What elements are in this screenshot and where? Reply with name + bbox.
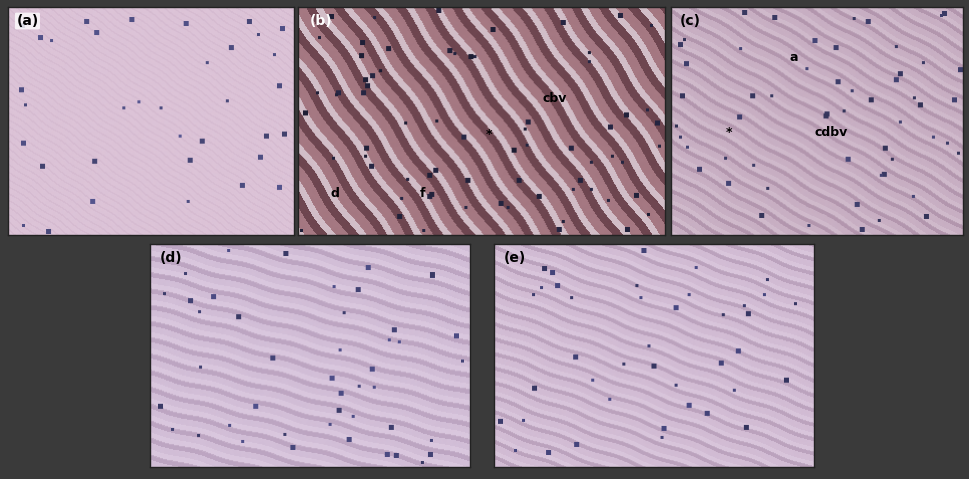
- Text: (e): (e): [504, 251, 526, 265]
- Text: (a): (a): [16, 14, 39, 28]
- Text: (b): (b): [309, 14, 332, 28]
- Text: *: *: [726, 126, 733, 139]
- Text: cdbv: cdbv: [815, 126, 848, 139]
- Text: *: *: [485, 128, 492, 141]
- Text: a: a: [789, 51, 797, 64]
- Text: cbv: cbv: [543, 91, 567, 105]
- Text: (d): (d): [160, 251, 182, 265]
- Text: d: d: [330, 187, 339, 200]
- Text: f: f: [421, 187, 425, 200]
- Text: (c): (c): [679, 14, 701, 28]
